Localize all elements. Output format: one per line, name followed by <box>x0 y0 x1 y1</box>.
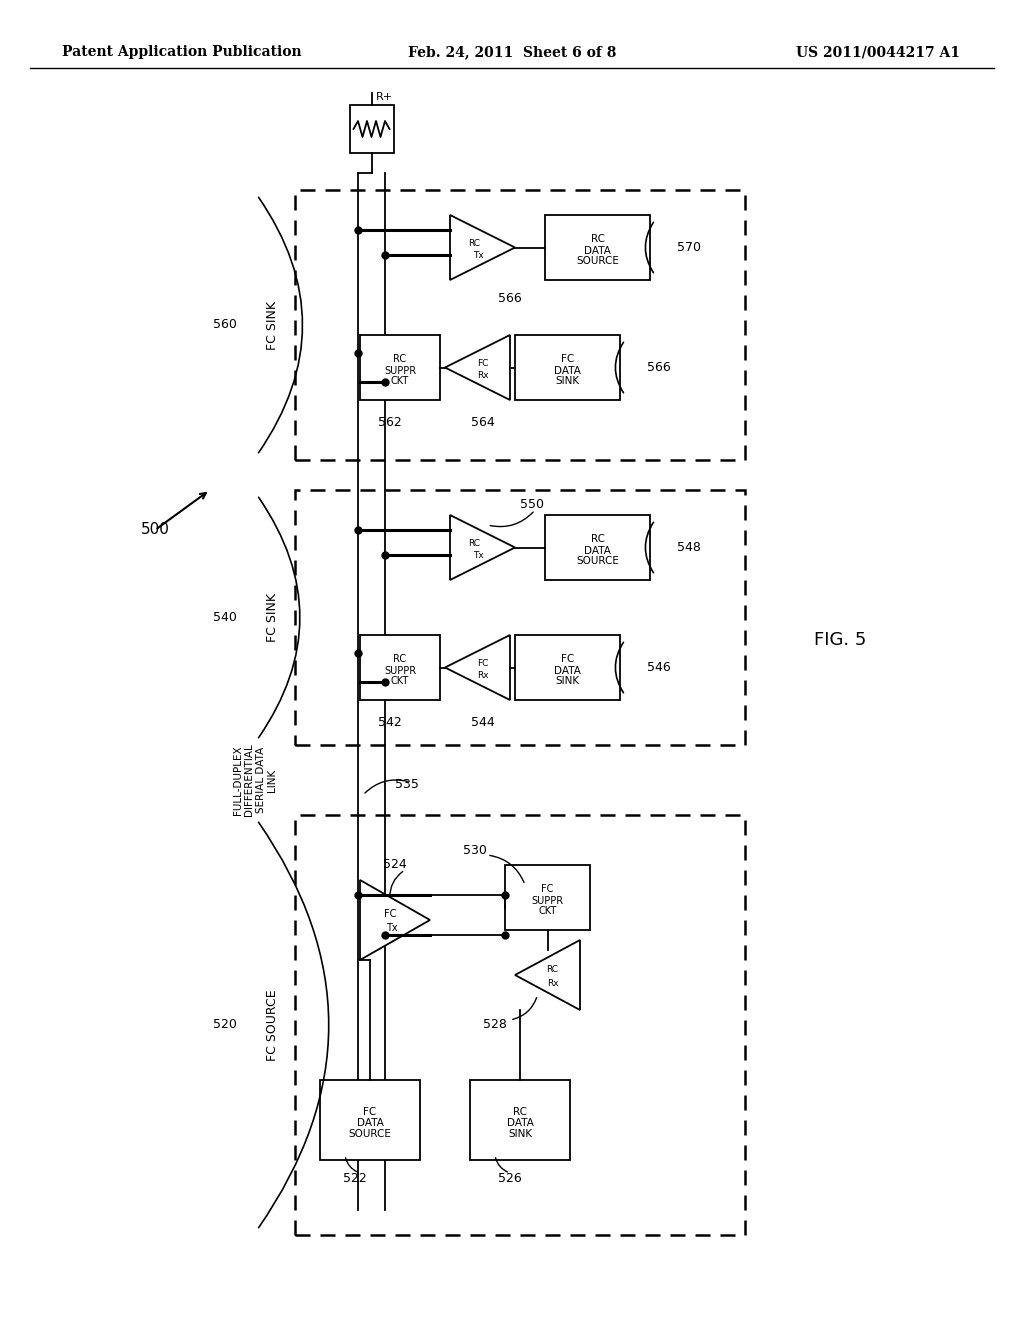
Text: SUPPR: SUPPR <box>384 366 416 375</box>
Text: 564: 564 <box>471 416 495 429</box>
Text: Tx: Tx <box>473 251 484 260</box>
Text: 544: 544 <box>471 715 495 729</box>
Text: RC: RC <box>393 355 407 364</box>
Text: RC: RC <box>393 655 407 664</box>
Bar <box>505 865 590 931</box>
Text: FC SOURCE: FC SOURCE <box>266 989 280 1061</box>
Text: 546: 546 <box>647 661 671 675</box>
Text: FC: FC <box>364 1107 377 1117</box>
Text: FC SINK: FC SINK <box>266 593 280 642</box>
Text: 522: 522 <box>343 1172 367 1184</box>
Text: 500: 500 <box>140 523 169 537</box>
Text: 528: 528 <box>483 1019 507 1031</box>
Bar <box>515 635 620 700</box>
Bar <box>319 1080 420 1160</box>
Text: 540: 540 <box>213 611 237 624</box>
Text: R+: R+ <box>376 92 392 102</box>
Text: SOURCE: SOURCE <box>577 557 618 566</box>
Text: CKT: CKT <box>539 906 557 916</box>
Text: FC: FC <box>542 884 554 895</box>
Text: 542: 542 <box>378 715 401 729</box>
Text: 526: 526 <box>498 1172 522 1184</box>
Text: DATA: DATA <box>584 246 611 256</box>
Text: FC: FC <box>477 659 488 668</box>
Text: FC SINK: FC SINK <box>266 301 280 350</box>
Text: RC: RC <box>547 965 558 974</box>
Text: DATA: DATA <box>507 1118 534 1129</box>
Text: DATA: DATA <box>356 1118 383 1129</box>
Text: 520: 520 <box>213 1019 237 1031</box>
Bar <box>360 635 440 700</box>
Text: Tx: Tx <box>473 550 484 560</box>
Text: 566: 566 <box>647 360 671 374</box>
Text: SUPPR: SUPPR <box>531 895 563 906</box>
Text: 548: 548 <box>677 541 700 554</box>
Text: RC: RC <box>469 539 480 548</box>
Text: SOURCE: SOURCE <box>577 256 618 267</box>
Text: FC: FC <box>384 909 396 919</box>
Polygon shape <box>360 880 430 960</box>
Bar <box>295 490 745 744</box>
Text: DATA: DATA <box>584 545 611 556</box>
Text: FIG. 5: FIG. 5 <box>814 631 866 649</box>
Text: DATA: DATA <box>554 366 581 375</box>
Text: SOURCE: SOURCE <box>348 1129 391 1139</box>
Bar <box>360 335 440 400</box>
Bar <box>545 215 650 280</box>
Text: 524: 524 <box>383 858 407 871</box>
Text: DATA: DATA <box>554 665 581 676</box>
Text: Tx: Tx <box>386 923 397 933</box>
Text: FC: FC <box>477 359 488 368</box>
Bar <box>295 190 745 459</box>
Text: Rx: Rx <box>547 978 558 987</box>
Text: RC: RC <box>591 535 604 544</box>
Bar <box>470 1080 570 1160</box>
Text: SINK: SINK <box>555 676 580 686</box>
Polygon shape <box>515 940 580 1010</box>
Text: RC: RC <box>513 1107 527 1117</box>
Text: 566: 566 <box>498 292 522 305</box>
Text: RC: RC <box>591 235 604 244</box>
Text: SINK: SINK <box>508 1129 532 1139</box>
Polygon shape <box>450 215 515 280</box>
Bar <box>515 335 620 400</box>
Bar <box>545 515 650 579</box>
Bar <box>349 106 393 153</box>
Text: FC: FC <box>561 355 574 364</box>
Text: 530: 530 <box>463 843 487 857</box>
Bar <box>295 814 745 1236</box>
Text: CKT: CKT <box>391 375 410 385</box>
Text: FULL-DUPLEX
DIFFERENTIAL
SERIAL DATA
LINK: FULL-DUPLEX DIFFERENTIAL SERIAL DATA LIN… <box>232 743 278 816</box>
Text: SINK: SINK <box>555 376 580 387</box>
Text: CKT: CKT <box>391 676 410 685</box>
Text: SUPPR: SUPPR <box>384 665 416 676</box>
Text: 560: 560 <box>213 318 237 331</box>
Text: Feb. 24, 2011  Sheet 6 of 8: Feb. 24, 2011 Sheet 6 of 8 <box>408 45 616 59</box>
Text: Rx: Rx <box>477 671 488 680</box>
Polygon shape <box>445 635 510 700</box>
Text: 550: 550 <box>520 499 544 511</box>
Text: 535: 535 <box>395 779 419 792</box>
Text: FC: FC <box>561 655 574 664</box>
Text: Rx: Rx <box>477 371 488 380</box>
Text: 570: 570 <box>677 242 701 253</box>
Text: US 2011/0044217 A1: US 2011/0044217 A1 <box>796 45 961 59</box>
Text: Patent Application Publication: Patent Application Publication <box>62 45 302 59</box>
Polygon shape <box>450 515 515 579</box>
Polygon shape <box>445 335 510 400</box>
Text: RC: RC <box>469 239 480 248</box>
Text: 562: 562 <box>378 416 401 429</box>
